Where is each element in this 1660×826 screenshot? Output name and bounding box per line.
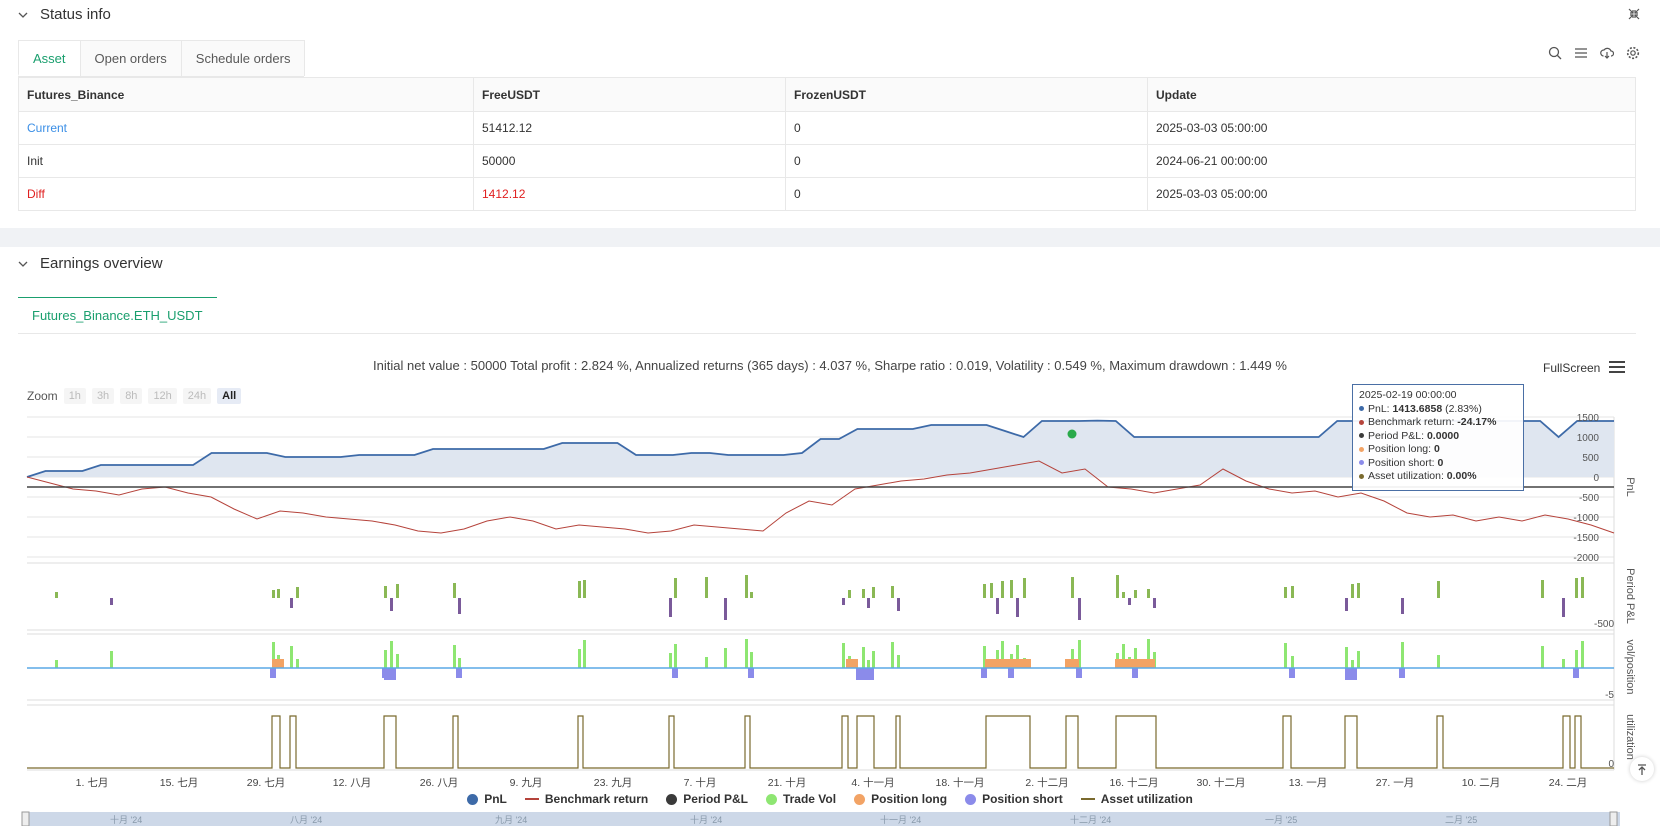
zoom-controls: Zoom 1h 3h 8h 12h 24h All	[27, 388, 242, 404]
tooltip-bench: Benchmark return: -24.17%	[1359, 416, 1517, 430]
table-row: Current 51412.12 0 2025-03-03 05:00:00	[18, 111, 1636, 145]
zoom-label: Zoom	[27, 389, 58, 403]
zoom-all-button[interactable]: All	[217, 388, 242, 404]
status-header[interactable]: Status info	[18, 6, 111, 23]
cell-frozen: 0	[785, 177, 1148, 211]
cell-update: 2025-03-03 05:00:00	[1147, 111, 1636, 145]
earnings-title: Earnings overview	[40, 255, 163, 272]
earnings-header[interactable]: Earnings overview	[18, 255, 163, 272]
zoom-8h-button[interactable]: 8h	[120, 388, 143, 404]
zoom-12h-button[interactable]: 12h	[148, 388, 177, 404]
row-label: Diff	[18, 177, 474, 211]
col-header: FrozenUSDT	[785, 77, 1148, 112]
status-panel: Status info Asset Open orders Schedule o…	[0, 0, 1660, 228]
collapse-icon[interactable]	[1628, 8, 1640, 20]
tab-schedule-orders[interactable]: Schedule orders	[180, 40, 306, 76]
cell-frozen: 0	[785, 111, 1148, 145]
status-title: Status info	[40, 6, 111, 23]
earnings-panel: Earnings overview Futures_Binance.ETH_US…	[0, 247, 1660, 826]
table-row: Diff 1412.12 0 2025-03-03 05:00:00	[18, 177, 1636, 211]
fullscreen-button[interactable]: FullScreen	[1543, 361, 1601, 375]
gear-icon[interactable]	[1626, 46, 1640, 60]
chevron-down-icon[interactable]	[18, 10, 28, 20]
scroll-top-button[interactable]	[1630, 757, 1654, 781]
earnings-summary: Initial net value : 50000 Total profit :…	[373, 358, 1287, 373]
row-label: Init	[18, 144, 474, 178]
chart-legend: PnL Benchmark return Period P&L Trade Vo…	[0, 792, 1660, 806]
tab-open-orders[interactable]: Open orders	[79, 40, 182, 76]
tooltip-date: 2025-02-19 00:00:00	[1359, 389, 1457, 401]
cloud-download-icon[interactable]	[1600, 46, 1614, 60]
asset-tabs: Asset Open orders Schedule orders	[18, 40, 306, 77]
list-icon[interactable]	[1574, 46, 1588, 60]
tooltip-period: Period P&L: 0.0000	[1359, 430, 1517, 444]
row-label[interactable]: Current	[18, 111, 474, 145]
legend-item-benchmark[interactable]: Benchmark return	[524, 792, 648, 806]
legend-item-tradevol[interactable]: Trade Vol	[765, 792, 836, 806]
cell-free: 50000	[473, 144, 786, 178]
legend-item-pnl[interactable]: PnL	[467, 792, 507, 806]
tab-symbol[interactable]: Futures_Binance.ETH_USDT	[18, 297, 217, 333]
hamburger-menu-icon[interactable]	[1608, 360, 1626, 374]
legend-item-long[interactable]: Position long	[854, 792, 947, 806]
tooltip-util: Asset utilization: 0.00%	[1359, 470, 1517, 484]
tab-asset[interactable]: Asset	[18, 40, 81, 76]
chevron-down-icon[interactable]	[18, 259, 28, 269]
legend-item-util[interactable]: Asset utilization	[1080, 792, 1193, 806]
cell-update: 2025-03-03 05:00:00	[1147, 177, 1636, 211]
search-icon[interactable]	[1548, 46, 1562, 60]
zoom-24h-button[interactable]: 24h	[182, 388, 212, 404]
asset-table: Futures_Binance FreeUSDT FrozenUSDT Upda…	[18, 77, 1636, 211]
zoom-3h-button[interactable]: 3h	[91, 388, 115, 404]
col-header: FreeUSDT	[473, 77, 786, 112]
tooltip-long: Position long: 0	[1359, 443, 1517, 457]
arrow-up-icon	[1638, 764, 1646, 775]
legend-item-short[interactable]: Position short	[965, 792, 1063, 806]
tooltip: 2025-02-19 00:00:00 PnL: 1413.6858 (2.83…	[1352, 384, 1524, 491]
cell-free: 51412.12	[473, 111, 786, 145]
table-row: Init 50000 0 2024-06-21 00:00:00	[18, 144, 1636, 178]
col-header: Futures_Binance	[18, 77, 474, 112]
cell-update: 2024-06-21 00:00:00	[1147, 144, 1636, 178]
legend-item-period[interactable]: Period P&L	[666, 792, 748, 806]
table-tools	[1548, 46, 1640, 60]
zoom-1h-button[interactable]: 1h	[63, 388, 86, 404]
tooltip-short: Position short: 0	[1359, 457, 1517, 471]
cell-frozen: 0	[785, 144, 1148, 178]
table-header-row: Futures_Binance FreeUSDT FrozenUSDT Upda…	[18, 77, 1636, 112]
cell-free: 1412.12	[473, 177, 786, 211]
tooltip-pnl: PnL: 1413.6858 (2.83%)	[1359, 403, 1517, 417]
symbol-tabs: Futures_Binance.ETH_USDT	[18, 297, 1636, 334]
col-header: Update	[1147, 77, 1636, 112]
